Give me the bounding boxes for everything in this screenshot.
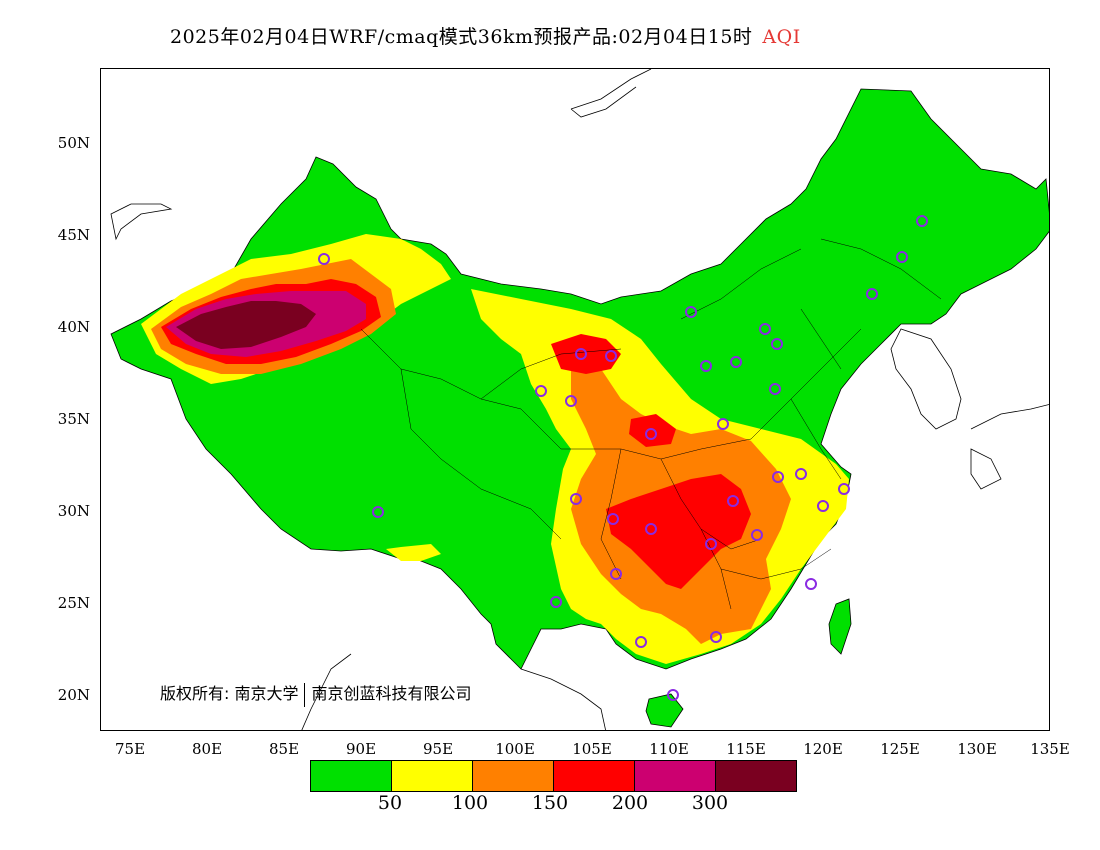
station-marker [771,338,783,350]
aqi-zone-yellow-south-tibet [386,544,441,561]
station-marker [730,356,742,368]
legend-label: 200 [611,792,649,814]
station-marker [607,513,619,525]
legend-swatch [554,761,635,791]
station-marker [575,348,587,360]
station-marker [717,418,729,430]
station-marker [610,568,622,580]
station-markers [318,215,928,701]
station-marker [635,636,647,648]
station-marker [605,350,617,362]
station-marker [751,529,763,541]
china-aqi-map [110,69,1049,730]
legend-label: 100 [451,792,489,814]
lon-tick-label: 90E [345,740,377,758]
title-variable: AQI [762,26,801,48]
legend-swatch [635,761,716,791]
aqi-legend-bar [310,760,797,792]
lat-tick-label: 20N [57,686,90,704]
lon-tick-label: 105E [572,740,612,758]
aqi-zone-maroon-west [176,301,316,349]
lon-tick-label: 100E [495,740,535,758]
station-marker [838,483,850,495]
map-frame [100,68,1050,731]
lon-tick-label: 125E [880,740,920,758]
station-marker [727,495,739,507]
station-marker [318,253,330,265]
station-marker [866,288,878,300]
station-marker [565,395,577,407]
station-marker [817,500,829,512]
lon-tick-label: 95E [422,740,454,758]
legend-swatch [716,761,796,791]
title-text: 2025年02月04日WRF/cmaq模式36km预报产品:02月04日15时 [170,26,753,48]
station-marker [759,323,771,335]
lon-tick-label: 80E [191,740,223,758]
caspian-coastline [110,203,173,241]
map-title: 2025年02月04日WRF/cmaq模式36km预报产品:02月04日15时 A… [170,22,801,49]
aqi-zone-red-central [606,474,751,589]
station-marker [705,538,717,550]
lat-tick-label: 35N [57,410,90,428]
station-marker [805,578,817,590]
aqi-zone-red-mid [629,414,676,447]
legend-label: 50 [377,792,403,814]
copyright-part2: 南京创蓝科技有限公司 [311,684,472,703]
legend-swatch [392,761,473,791]
copyright-part1: 版权所有: 南京大学 [160,684,299,703]
station-marker [710,631,722,643]
station-marker [772,471,784,483]
lat-tick-label: 40N [57,318,90,336]
station-marker [916,215,928,227]
station-marker [372,506,384,518]
lon-tick-label: 85E [268,740,300,758]
lon-tick-label: 110E [649,740,689,758]
station-marker [550,596,562,608]
baikal-coastline [570,69,652,118]
station-marker [667,689,679,701]
lat-tick-label: 50N [57,134,90,152]
legend-swatch [473,761,554,791]
lat-tick-label: 45N [57,226,90,244]
legend-label: 150 [531,792,569,814]
station-marker [685,306,697,318]
station-marker [700,360,712,372]
taiwan-island [828,598,852,655]
korea-coastline [890,328,962,430]
indochina-coastline [301,653,606,730]
copyright-separator [304,682,306,707]
legend-swatch [311,761,392,791]
japan-coastline [970,404,1049,490]
lon-tick-label: 120E [803,740,843,758]
station-marker [645,523,657,535]
station-marker [535,385,547,397]
lat-tick-label: 25N [57,594,90,612]
lon-tick-label: 135E [1030,740,1070,758]
station-marker [795,468,807,480]
copyright-notice: 版权所有: 南京大学 南京创蓝科技有限公司 [160,680,472,707]
legend-label: 300 [691,792,729,814]
station-marker [896,251,908,263]
hainan-island [645,693,684,728]
lon-tick-label: 130E [957,740,997,758]
lat-tick-label: 30N [57,502,90,520]
station-marker [769,383,781,395]
station-marker [645,428,657,440]
station-marker [570,493,582,505]
lon-tick-label: 75E [114,740,146,758]
province-borders [360,238,942,610]
lon-tick-label: 115E [726,740,766,758]
